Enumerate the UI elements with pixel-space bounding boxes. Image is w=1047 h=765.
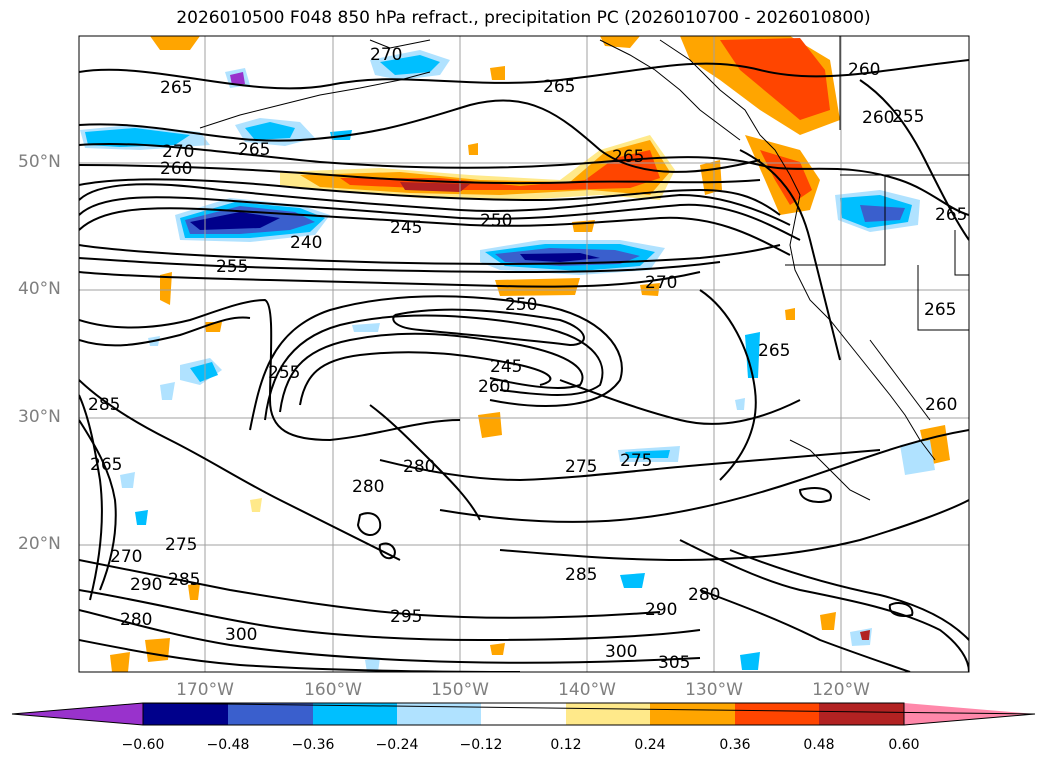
contour-label: 255 xyxy=(216,257,248,277)
contour-label: 265 xyxy=(924,300,956,320)
colorbar-segment xyxy=(228,703,313,725)
contour-label: 280 xyxy=(688,585,720,605)
contour-label: 280 xyxy=(352,477,384,497)
colorbar-tick-label: 0.60 xyxy=(888,737,920,753)
colorbar-segment xyxy=(566,703,650,725)
contour-label: 240 xyxy=(290,233,322,253)
colorbar-segment xyxy=(481,703,566,725)
lon-label-130w: 130°W xyxy=(685,680,743,700)
contour-label: 295 xyxy=(390,607,422,627)
contour-label: 305 xyxy=(658,653,690,673)
contour-label: 280 xyxy=(120,610,152,630)
contour-label: 260 xyxy=(862,108,894,128)
colorbar-tick-label: 0.24 xyxy=(634,737,666,753)
map-border xyxy=(78,35,970,673)
contour-label: 260 xyxy=(848,60,880,80)
contour-label: 260 xyxy=(925,395,957,415)
contour-labels: 265 270 265 265 260 255 265 260 270 260 … xyxy=(88,45,967,673)
lat-label-50n: 50°N xyxy=(18,152,61,172)
lat-label-30n: 30°N xyxy=(18,407,61,427)
colorbar-tick-label: −0.48 xyxy=(206,737,250,753)
colorbar-tick-label: −0.36 xyxy=(291,737,335,753)
colorbar xyxy=(11,702,1036,726)
contour-label: 270 xyxy=(645,273,677,293)
colorbar-segment xyxy=(313,703,397,725)
map-title: 2026010500 F048 850 hPa refract., precip… xyxy=(176,8,871,28)
contour-label: 265 xyxy=(238,140,270,160)
contour-label: 265 xyxy=(90,455,122,475)
contour-label: 265 xyxy=(160,78,192,98)
contour-label: 300 xyxy=(225,625,257,645)
contour-label: 275 xyxy=(165,535,197,555)
contour-label: 265 xyxy=(935,205,967,225)
colorbar-segment xyxy=(819,703,904,725)
contour-label: 290 xyxy=(130,575,162,595)
contour-label: 270 xyxy=(110,547,142,567)
contour-label: 250 xyxy=(480,211,512,231)
colorbar-segment xyxy=(650,703,735,725)
colorbar-segment xyxy=(143,703,228,725)
colorbar-extend-min xyxy=(12,703,143,725)
contour-label: 250 xyxy=(505,295,537,315)
colorbar-tick-label: 0.12 xyxy=(550,737,582,753)
refractivity-contours xyxy=(79,59,969,672)
lon-label-170w: 170°W xyxy=(176,680,234,700)
contour-label: 265 xyxy=(758,341,790,361)
contour-label: 260 xyxy=(478,377,510,397)
colorbar-extend-max xyxy=(904,703,1035,725)
contour-label: 270 xyxy=(370,45,402,65)
contour-label: 265 xyxy=(543,77,575,97)
colorbar-segment xyxy=(397,703,481,725)
contour-label: 265 xyxy=(612,147,644,167)
contour-label: 255 xyxy=(268,363,300,383)
lat-label-40n: 40°N xyxy=(18,279,61,299)
lon-label-160w: 160°W xyxy=(304,680,362,700)
precip-negative-shading xyxy=(80,50,935,672)
colorbar-tick-label: 0.48 xyxy=(803,737,835,753)
graticule xyxy=(79,36,969,672)
contour-label: 290 xyxy=(645,600,677,620)
contour-label: 285 xyxy=(168,570,200,590)
contour-label: 260 xyxy=(160,159,192,179)
contour-label: 245 xyxy=(490,357,522,377)
lon-label-140w: 140°W xyxy=(558,680,616,700)
contour-label: 285 xyxy=(565,565,597,585)
contour-label: 255 xyxy=(892,107,924,127)
contour-label: 245 xyxy=(390,218,422,238)
colorbar-tick-label: −0.60 xyxy=(121,737,165,753)
contour-label: 275 xyxy=(565,457,597,477)
contour-label: 275 xyxy=(620,451,652,471)
colorbar-tick-label: −0.12 xyxy=(459,737,503,753)
colorbar-segment xyxy=(735,703,819,725)
lon-label-120w: 120°W xyxy=(812,680,870,700)
lat-label-20n: 20°N xyxy=(18,534,61,554)
contour-label: 270 xyxy=(162,142,194,162)
map-background xyxy=(79,36,969,672)
lon-label-150w: 150°W xyxy=(431,680,489,700)
colorbar-tick-label: −0.24 xyxy=(375,737,419,753)
colorbar-tick-label: 0.36 xyxy=(719,737,751,753)
contour-label: 280 xyxy=(403,457,435,477)
contour-label: 300 xyxy=(605,642,637,662)
contour-label: 285 xyxy=(88,395,120,415)
